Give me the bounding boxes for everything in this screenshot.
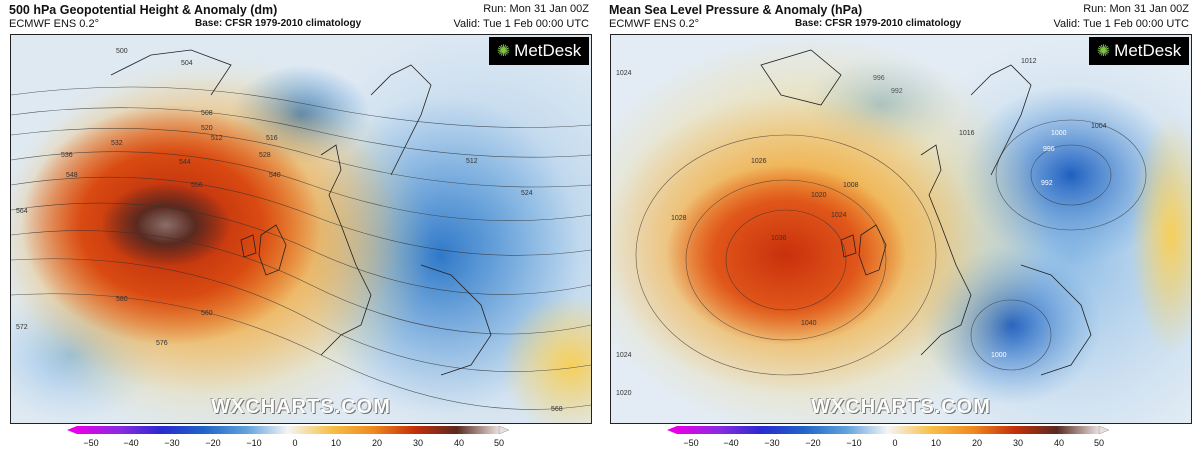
cbar-tick: 10 xyxy=(931,438,941,448)
map-500hpa[interactable]: 500 504 508 512 516 520 524 528 532 536 … xyxy=(10,34,592,424)
contour-label: 556 xyxy=(191,182,203,189)
cbar-tick: −50 xyxy=(683,438,698,448)
colorbar-svg: −50 −40 −30 −20 −10 0 10 20 30 40 50 xyxy=(667,425,1110,448)
contour-label: 1000 xyxy=(991,352,1007,359)
contour-label: 1024 xyxy=(831,212,847,219)
header-mslp: Mean Sea Level Pressure & Anomaly (hPa) … xyxy=(605,0,1195,34)
cbar-tick: −20 xyxy=(205,438,220,448)
contour-label: 572 xyxy=(16,324,28,331)
contour-label: 1020 xyxy=(616,390,632,397)
run-label: Run: Mon 31 Jan 00Z xyxy=(483,3,589,15)
cbar-tick: 30 xyxy=(1013,438,1023,448)
cbar-tick: −30 xyxy=(164,438,179,448)
contour-label: 532 xyxy=(111,140,123,147)
cbar-tick: −20 xyxy=(805,438,820,448)
contour-label: 1012 xyxy=(1021,58,1037,65)
contour-label: 512 xyxy=(211,135,223,142)
cbar-tick: 30 xyxy=(413,438,423,448)
contour-label: 560 xyxy=(201,310,213,317)
contour-label: 568 xyxy=(551,406,563,413)
cbar-tick: 20 xyxy=(972,438,982,448)
contour-label: 992 xyxy=(1041,180,1053,187)
contour-label: 536 xyxy=(61,152,73,159)
contour-label: 1008 xyxy=(843,182,859,189)
contour-label: 580 xyxy=(116,296,128,303)
valid-label: Valid: Tue 1 Feb 00:00 UTC xyxy=(1053,18,1189,30)
metdesk-logo: ✺ MetDesk xyxy=(489,37,589,65)
metdesk-logo: ✺ MetDesk xyxy=(1089,37,1189,65)
contour-label: 996 xyxy=(873,75,885,82)
cbar-tick: −40 xyxy=(123,438,138,448)
contour-label: 1016 xyxy=(959,130,975,137)
cbar-tick: 10 xyxy=(331,438,341,448)
contour-label: 1024 xyxy=(616,352,632,359)
cbar-tick: 40 xyxy=(454,438,464,448)
cbar-tick: 40 xyxy=(1054,438,1064,448)
panel-mslp: Mean Sea Level Pressure & Anomaly (hPa) … xyxy=(605,0,1195,462)
contour-label: 1024 xyxy=(616,70,632,77)
contour-label: 528 xyxy=(259,152,271,159)
cbar-tick: −10 xyxy=(246,438,261,448)
cbar-tick: 50 xyxy=(494,438,504,448)
cbar-tick: −10 xyxy=(846,438,861,448)
base-label: Base: CFSR 1979-2010 climatology xyxy=(195,18,362,29)
globe-icon: ✺ xyxy=(496,43,511,60)
contour-label: 508 xyxy=(201,110,213,117)
logo-text: MetDesk xyxy=(514,41,582,60)
cbar-tick: 0 xyxy=(292,438,297,448)
contour-label: 504 xyxy=(181,60,193,67)
colorbar-svg: −50 −40 −30 −20 −10 0 10 20 30 40 50 xyxy=(67,425,510,448)
contour-label: 524 xyxy=(521,190,533,197)
valid-label: Valid: Tue 1 Feb 00:00 UTC xyxy=(453,18,589,30)
map-canvas-500hpa: 500 504 508 512 516 520 524 528 532 536 … xyxy=(11,35,591,423)
contour-label: 500 xyxy=(116,48,128,55)
contour-label: 1036 xyxy=(771,235,787,242)
title-500hpa: 500 hPa Geopotential Height & Anomaly (d… xyxy=(9,3,278,17)
panel-500hpa: 500 hPa Geopotential Height & Anomaly (d… xyxy=(5,0,595,462)
cbar-tick: −50 xyxy=(83,438,98,448)
watermark: WXCHARTS.COM xyxy=(211,396,391,418)
contour-label: 1026 xyxy=(751,158,767,165)
contour-label: 520 xyxy=(201,125,213,132)
model-label: ECMWF ENS 0.2° xyxy=(9,18,99,30)
contour-label: 1040 xyxy=(801,320,817,327)
colorbar-500hpa: −50 −40 −30 −20 −10 0 10 20 30 40 50 xyxy=(5,424,595,460)
cbar-tick: 0 xyxy=(892,438,897,448)
contour-label: 996 xyxy=(1043,146,1055,153)
contour-label: 544 xyxy=(179,159,191,166)
base-label: Base: CFSR 1979-2010 climatology xyxy=(795,18,962,29)
contour-label: 516 xyxy=(266,135,278,142)
contour-label: 992 xyxy=(891,88,903,95)
logo-text: MetDesk xyxy=(1114,41,1182,60)
run-label: Run: Mon 31 Jan 00Z xyxy=(1083,3,1189,15)
map-canvas-mslp: 996 992 1000 1004 1008 1012 1016 1020 10… xyxy=(611,35,1191,423)
contour-label: 1000 xyxy=(1051,130,1067,137)
contour-label: 576 xyxy=(156,340,168,347)
contour-label: 1004 xyxy=(1091,123,1107,130)
contour-label: 1028 xyxy=(671,215,687,222)
contour-label: 540 xyxy=(269,172,281,179)
watermark: WXCHARTS.COM xyxy=(811,396,991,418)
cbar-tick: 20 xyxy=(372,438,382,448)
contour-label: 1020 xyxy=(811,192,827,199)
colorbar-mslp: −50 −40 −30 −20 −10 0 10 20 30 40 50 xyxy=(605,424,1195,460)
cbar-tick: −40 xyxy=(723,438,738,448)
contour-label: 564 xyxy=(16,208,28,215)
globe-icon: ✺ xyxy=(1096,43,1111,60)
title-mslp: Mean Sea Level Pressure & Anomaly (hPa) xyxy=(609,3,863,17)
header-500hpa: 500 hPa Geopotential Height & Anomaly (d… xyxy=(5,0,595,34)
contour-label: 548 xyxy=(66,172,78,179)
map-mslp[interactable]: 996 992 1000 1004 1008 1012 1016 1020 10… xyxy=(610,34,1192,424)
cbar-tick: 50 xyxy=(1094,438,1104,448)
cbar-tick: −30 xyxy=(764,438,779,448)
contour-label: 512 xyxy=(466,158,478,165)
model-label: ECMWF ENS 0.2° xyxy=(609,18,699,30)
